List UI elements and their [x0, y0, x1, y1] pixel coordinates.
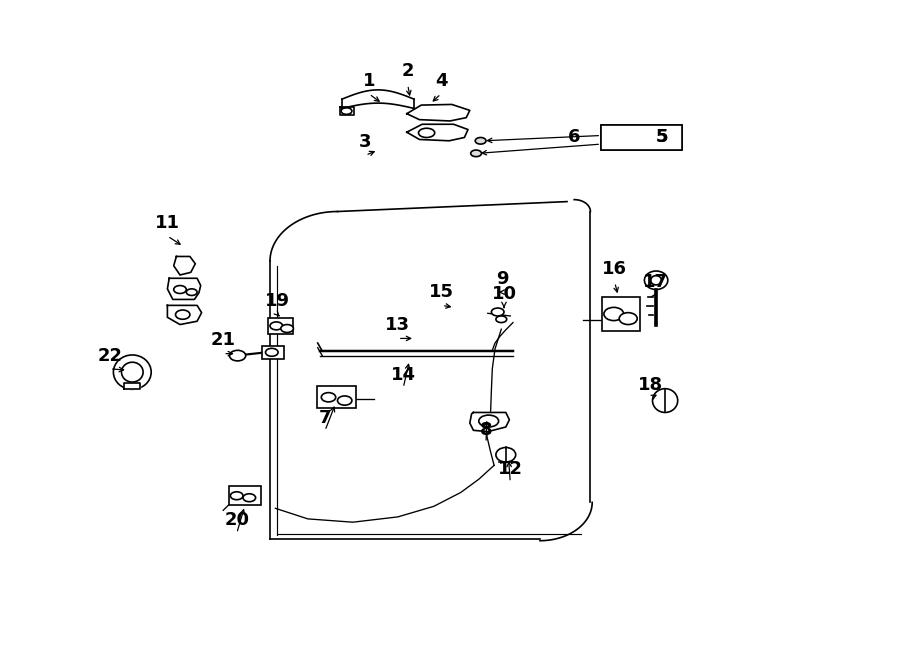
- Ellipse shape: [491, 308, 504, 316]
- Text: 22: 22: [97, 346, 122, 365]
- Polygon shape: [407, 104, 470, 121]
- Ellipse shape: [186, 289, 197, 295]
- Ellipse shape: [479, 415, 499, 427]
- Ellipse shape: [341, 108, 352, 114]
- Text: 10: 10: [491, 285, 517, 303]
- Text: 5: 5: [655, 128, 668, 146]
- Bar: [601, 125, 682, 150]
- Ellipse shape: [644, 271, 668, 290]
- Ellipse shape: [266, 348, 278, 356]
- Polygon shape: [174, 256, 195, 275]
- Text: 18: 18: [638, 375, 663, 394]
- Text: 15: 15: [429, 283, 454, 301]
- Ellipse shape: [475, 137, 486, 144]
- Text: 13: 13: [385, 316, 410, 334]
- Ellipse shape: [496, 447, 516, 462]
- Text: 16: 16: [602, 260, 627, 278]
- Ellipse shape: [418, 128, 435, 137]
- Text: 1: 1: [363, 71, 375, 90]
- Text: 19: 19: [265, 292, 290, 310]
- Bar: [262, 346, 284, 359]
- Text: 14: 14: [391, 366, 416, 384]
- Ellipse shape: [619, 313, 637, 325]
- Text: 7: 7: [319, 408, 331, 427]
- Ellipse shape: [496, 316, 507, 323]
- Text: 5: 5: [655, 128, 668, 146]
- Text: 4: 4: [435, 71, 447, 90]
- Text: 20: 20: [224, 511, 249, 529]
- Ellipse shape: [338, 396, 352, 405]
- Text: 9: 9: [496, 270, 508, 288]
- Text: 21: 21: [211, 331, 236, 350]
- Ellipse shape: [243, 494, 256, 502]
- Polygon shape: [167, 305, 202, 325]
- Polygon shape: [470, 412, 509, 432]
- Bar: [229, 486, 261, 505]
- Ellipse shape: [176, 310, 190, 319]
- Bar: [268, 318, 293, 334]
- Bar: [602, 297, 640, 331]
- Ellipse shape: [174, 286, 186, 293]
- Ellipse shape: [471, 150, 482, 157]
- Polygon shape: [124, 383, 140, 389]
- Ellipse shape: [113, 355, 151, 389]
- Bar: [317, 386, 356, 408]
- Ellipse shape: [230, 350, 246, 361]
- Text: 2: 2: [401, 62, 414, 81]
- Text: 11: 11: [155, 214, 180, 232]
- Bar: [601, 125, 682, 150]
- Ellipse shape: [270, 322, 283, 330]
- Text: 6: 6: [568, 128, 580, 146]
- Ellipse shape: [651, 276, 661, 285]
- Ellipse shape: [652, 389, 678, 412]
- Ellipse shape: [281, 325, 293, 332]
- Ellipse shape: [321, 393, 336, 402]
- Text: 3: 3: [359, 133, 372, 151]
- Text: 17: 17: [643, 273, 668, 292]
- Polygon shape: [407, 124, 468, 141]
- Ellipse shape: [122, 362, 143, 382]
- Text: 8: 8: [480, 420, 492, 439]
- Ellipse shape: [230, 492, 243, 500]
- Polygon shape: [167, 278, 201, 299]
- Text: 12: 12: [498, 460, 523, 479]
- Polygon shape: [340, 107, 354, 115]
- Ellipse shape: [604, 307, 624, 321]
